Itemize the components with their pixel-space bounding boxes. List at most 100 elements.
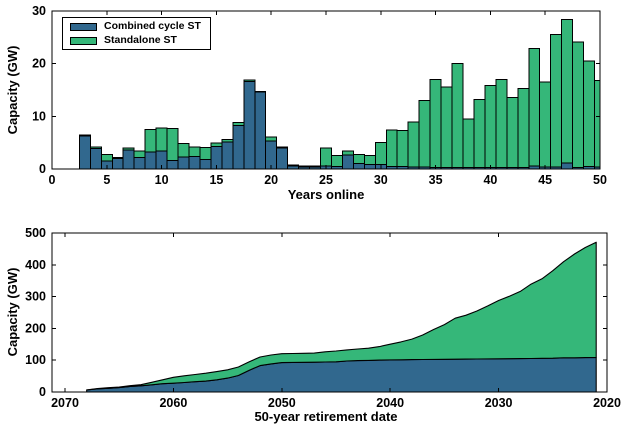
- bar-standalone: [133, 150, 146, 158]
- bar-standalone: [539, 81, 552, 168]
- bars-group: [78, 18, 600, 169]
- axes-box: [51, 10, 601, 170]
- bar-standalone: [100, 153, 113, 162]
- bar-combined-cycle: [78, 135, 91, 169]
- bar-combined-cycle: [594, 166, 600, 169]
- legend-swatch-combined-cycle: [70, 22, 97, 31]
- x-tick-label: 25: [319, 173, 333, 187]
- bar-standalone: [517, 87, 530, 168]
- bar-standalone: [89, 146, 102, 149]
- bar-standalone: [155, 127, 168, 152]
- bar-standalone: [287, 164, 300, 167]
- x-tick-label: 2050: [268, 396, 296, 410]
- area-combined-cycle: [86, 356, 597, 393]
- y-tick-label: 300: [25, 290, 46, 304]
- bar-combined-cycle: [188, 155, 201, 169]
- bar-standalone: [199, 146, 212, 161]
- bar-combined-cycle: [341, 154, 354, 169]
- bar-standalone: [166, 127, 179, 162]
- x-tick-label: 35: [429, 173, 443, 187]
- x-tick-label: 5: [103, 173, 110, 187]
- x-tick-label: 20: [264, 173, 278, 187]
- x-tick-label: 0: [49, 173, 56, 187]
- bar-standalone: [363, 154, 376, 165]
- bar-standalone: [451, 63, 464, 168]
- legend: Combined cycle ST Standalone ST: [62, 17, 211, 50]
- bar-standalone: [111, 156, 124, 159]
- bar-standalone: [407, 121, 420, 168]
- x-tick-label: 45: [538, 173, 552, 187]
- bar-combined-cycle: [133, 156, 146, 169]
- bar-standalone: [232, 122, 245, 126]
- x-tick-label: 40: [483, 173, 497, 187]
- bar-standalone: [374, 142, 387, 165]
- bar-standalone: [254, 91, 267, 93]
- bar-standalone: [484, 84, 497, 168]
- x-tick-label: 2030: [485, 396, 513, 410]
- years-online-chart: 0 5 10 15 20 25 30 35 40 45 50 0 10 20 30: [32, 4, 607, 187]
- y-tick-label: 200: [25, 321, 46, 335]
- bar-standalone: [298, 165, 311, 168]
- top-x-axis-label: Years online: [287, 187, 365, 202]
- bar-standalone: [583, 60, 596, 167]
- bar-standalone: [473, 98, 486, 168]
- bar-standalone: [330, 154, 343, 167]
- area-standalone: [86, 241, 597, 391]
- legend-label-combined-cycle: Combined cycle ST: [104, 20, 201, 32]
- y-tick-label: 0: [39, 162, 46, 176]
- bar-standalone: [243, 79, 256, 83]
- retirement-date-chart: 2070 2060 2050 2040 2030 2020 0 100 200 300 400 500: [25, 226, 621, 410]
- bar-standalone: [572, 41, 585, 168]
- y-tick-label: 10: [32, 109, 46, 123]
- x-tick-label: 2040: [376, 396, 404, 410]
- bar-combined-cycle: [363, 163, 376, 169]
- bar-combined-cycle: [89, 147, 102, 169]
- bar-combined-cycle: [352, 163, 365, 169]
- bar-combined-cycle: [254, 91, 267, 169]
- legend-swatch-standalone: [70, 36, 97, 45]
- bar-standalone: [462, 118, 475, 168]
- bottom-x-axis-label: 50-year retirement date: [254, 409, 398, 424]
- legend-item-combined-cycle: Combined cycle ST: [70, 21, 201, 32]
- bar-standalone: [144, 129, 157, 153]
- x-tick-label: 2020: [593, 396, 621, 410]
- bar-combined-cycle: [265, 140, 278, 169]
- bar-standalone: [561, 18, 574, 164]
- bar-standalone: [265, 136, 278, 142]
- legend-item-standalone: Standalone ST: [70, 35, 201, 46]
- bar-combined-cycle: [111, 157, 124, 169]
- bar-standalone: [341, 150, 354, 156]
- bar-combined-cycle: [276, 147, 289, 169]
- top-y-axis-label: Capacity (GW): [5, 45, 20, 135]
- bar-standalone: [385, 129, 398, 167]
- x-tick-label: 2060: [159, 396, 187, 410]
- bar-standalone: [418, 100, 431, 168]
- bar-combined-cycle: [243, 81, 256, 169]
- x-tick-label: 15: [209, 173, 223, 187]
- bar-standalone: [276, 146, 289, 149]
- bar-standalone: [528, 47, 541, 167]
- bar-standalone: [495, 78, 508, 168]
- bottom-y-axis-label: Capacity (GW): [5, 267, 20, 357]
- bar-combined-cycle: [561, 162, 574, 169]
- x-tick-label: 50: [593, 173, 607, 187]
- bar-standalone: [396, 130, 409, 167]
- y-tick-label: 30: [32, 4, 46, 18]
- y-tick-label: 400: [25, 258, 46, 272]
- axes-box: [51, 232, 608, 393]
- bar-standalone: [210, 142, 223, 147]
- bar-standalone: [122, 147, 135, 151]
- x-tick-label: 2070: [51, 396, 79, 410]
- bar-combined-cycle: [221, 141, 234, 169]
- bar-standalone: [177, 143, 190, 158]
- bar-standalone: [320, 147, 332, 167]
- bar-standalone: [78, 134, 91, 137]
- bar-combined-cycle: [166, 160, 179, 169]
- y-tick-label: 500: [25, 226, 46, 240]
- bar-standalone: [352, 153, 365, 165]
- y-tick-label: 0: [39, 385, 46, 399]
- bar-standalone: [506, 96, 519, 168]
- bar-combined-cycle: [144, 151, 157, 169]
- bar-standalone: [221, 139, 234, 143]
